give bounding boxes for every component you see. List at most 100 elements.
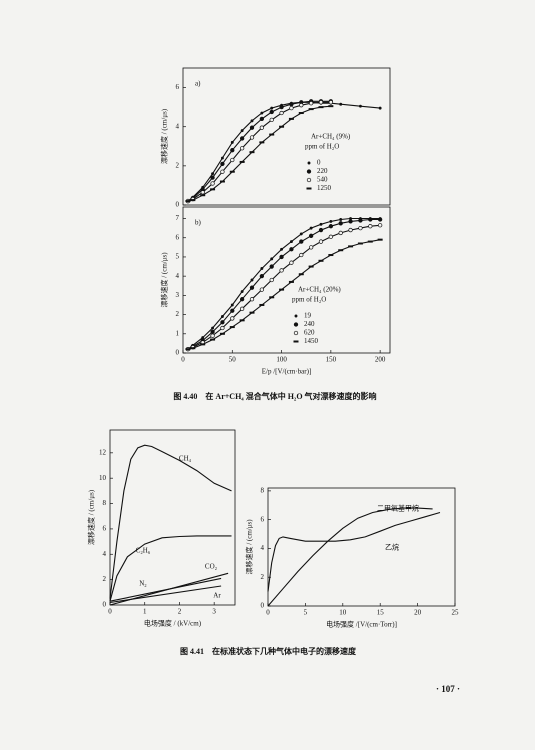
marker [230, 148, 235, 153]
panel-label: a) [195, 80, 201, 88]
legend-title: ppm of H₂O [305, 143, 339, 151]
marker [260, 111, 264, 115]
marker [318, 227, 324, 233]
y-tick-label: 0 [176, 349, 180, 357]
y-tick-label: 6 [103, 525, 107, 533]
marker [318, 106, 324, 109]
y-tick-label: 6 [176, 83, 180, 91]
x-tick-label: 0 [108, 608, 112, 616]
marker [358, 225, 363, 231]
marker [260, 267, 264, 270]
legend-marker [293, 340, 299, 343]
marker [249, 125, 255, 130]
y-tick-label: 12 [99, 448, 107, 456]
marker [328, 234, 334, 239]
marker [185, 200, 191, 203]
marker [339, 218, 343, 221]
marker [279, 110, 284, 116]
marker [377, 238, 383, 241]
x-tick-label: 15 [377, 609, 385, 617]
marker [357, 242, 363, 245]
marker [239, 306, 245, 311]
legend-marker [307, 161, 311, 165]
marker [279, 288, 285, 291]
marker [348, 227, 353, 233]
series-line [267, 507, 433, 607]
marker [239, 160, 245, 163]
marker [230, 308, 235, 313]
marker [299, 232, 303, 236]
marker [220, 169, 225, 174]
marker [279, 125, 285, 128]
marker [269, 133, 275, 136]
x-tick-label: 3 [212, 608, 216, 616]
marker [240, 290, 244, 293]
marker [249, 285, 255, 290]
marker [338, 230, 343, 236]
marker [190, 347, 196, 350]
plot-frame [109, 429, 236, 606]
marker [250, 278, 254, 282]
series-line [187, 217, 381, 350]
y-tick-label: 5 [176, 253, 180, 261]
marker [249, 151, 255, 154]
series-line [109, 585, 222, 604]
marker [200, 194, 206, 197]
legend-label: 1450 [304, 337, 319, 345]
marker [318, 259, 324, 262]
marker [270, 257, 274, 261]
y-tick-label: 4 [176, 122, 180, 130]
marker [289, 260, 294, 265]
y-tick-label: 6 [176, 233, 180, 241]
marker [288, 280, 294, 283]
marker [210, 175, 215, 180]
legend-label: 540 [317, 176, 328, 184]
y-tick-label: 4 [261, 544, 265, 552]
marker [230, 140, 234, 144]
x-axis-label: 电场强度 / (kV/cm) [144, 619, 202, 628]
marker [368, 224, 373, 229]
marker [220, 156, 224, 160]
y-tick-label: 0 [261, 602, 265, 610]
marker [308, 101, 314, 106]
marker [299, 239, 304, 244]
marker [348, 245, 354, 248]
marker [210, 181, 215, 186]
y-axis-label: 漂移速度 / (cm/μs) [87, 489, 96, 545]
marker [308, 233, 314, 238]
y-tick-label: 4 [103, 550, 107, 558]
marker [210, 333, 215, 338]
marker [220, 325, 225, 331]
series-line [187, 105, 331, 202]
marker [279, 268, 284, 273]
page-number: · 107 · [436, 684, 460, 694]
marker [328, 254, 334, 257]
marker [220, 315, 224, 318]
marker [270, 106, 274, 110]
plot-frame [267, 487, 456, 607]
marker [339, 102, 343, 106]
marker [190, 199, 196, 202]
marker [269, 117, 274, 123]
marker [230, 157, 235, 163]
marker [318, 239, 324, 244]
marker [220, 161, 225, 167]
y-tick-label: 2 [176, 161, 180, 169]
marker [328, 224, 334, 229]
marker [358, 104, 362, 108]
series-label: CH₄ [179, 455, 192, 463]
legend-marker [306, 177, 312, 183]
marker [318, 100, 324, 105]
marker [259, 141, 265, 144]
marker [289, 240, 293, 244]
marker [367, 240, 373, 243]
marker [200, 190, 205, 195]
y-tick-label: 1 [176, 329, 180, 337]
series-label: C₂H₆ [136, 547, 151, 555]
marker [377, 217, 383, 222]
marker [329, 219, 333, 223]
marker [249, 297, 255, 302]
series-line [109, 444, 232, 599]
marker [289, 102, 294, 107]
marker [240, 129, 244, 133]
